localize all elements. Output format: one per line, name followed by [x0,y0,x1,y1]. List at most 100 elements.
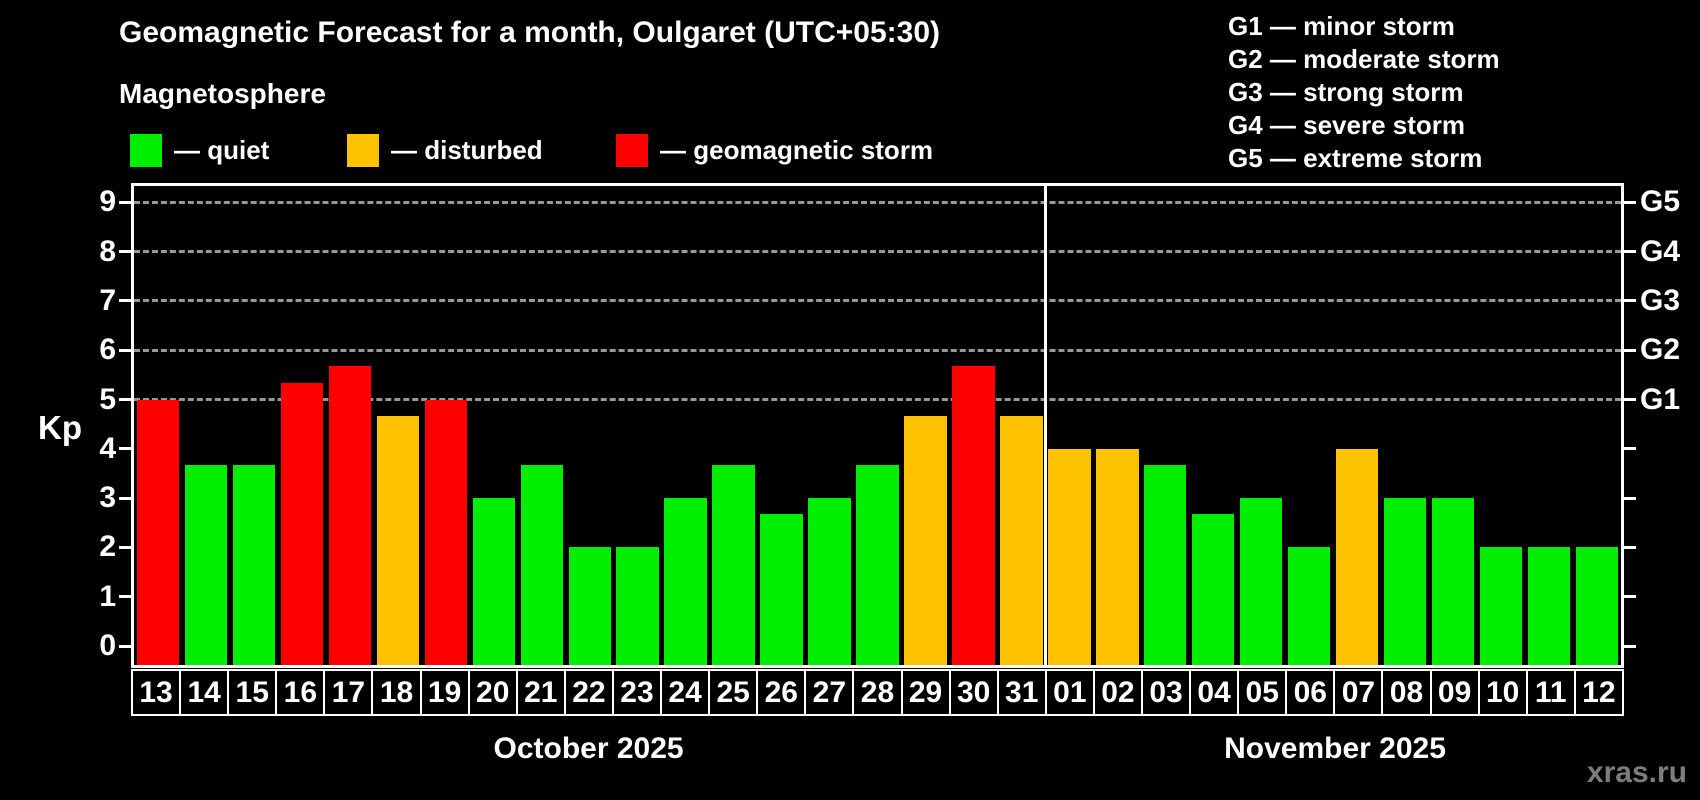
kp-bar-day-11 [1527,547,1571,665]
day-label-21: 21 [515,669,566,716]
kp-bar-day-24 [664,498,707,665]
right-axis-label-g1: G1 [1640,382,1681,416]
y-axis-label-7: 7 [99,283,116,317]
kp-bar-day-19 [424,399,467,665]
kp-bar-day-05 [1240,498,1283,665]
month-label-october: October 2025 [493,732,684,765]
day-label-17: 17 [323,669,374,716]
kp-bar-day-09 [1431,498,1475,665]
day-label-15: 15 [227,669,278,716]
legend-item-label: — quiet [174,134,270,165]
kp-bar-day-17 [328,366,372,665]
y-axis-label-8: 8 [99,234,116,268]
kp-bar-day-06 [1288,547,1331,665]
kp-bar-day-28 [856,465,899,665]
left-axis-tick-9 [119,200,131,204]
y-axis-label-6: 6 [99,333,116,367]
month-label-november: November 2025 [1224,732,1446,765]
day-label-02: 02 [1092,669,1143,716]
day-label-09: 09 [1429,669,1480,716]
kp-bar-day-15 [232,465,276,665]
legend-item-disturbed: — disturbed [347,133,543,167]
kp-bar-day-18 [376,415,419,665]
kp-bar-day-13 [136,399,180,665]
day-label-26: 26 [756,669,807,716]
right-axis-tick-7 [1624,299,1636,303]
g-legend-line: G1 — minor storm [1228,11,1455,41]
gridline-kp7 [134,299,1621,303]
kp-bar-day-27 [808,498,851,665]
day-label-28: 28 [852,669,903,716]
day-label-01: 01 [1044,669,1095,716]
g-scale-legend: G1 — minor storm G2 — moderate storm G3 — … [1228,10,1500,175]
g-legend-line: G4 — severe storm [1228,110,1466,140]
right-axis-tick-8 [1624,250,1636,254]
y-axis-label-0: 0 [99,629,116,662]
kp-bar-day-21 [520,465,563,665]
day-label-27: 27 [804,669,855,716]
kp-bar-day-03 [1144,465,1187,665]
day-label-14: 14 [179,669,230,716]
day-label-30: 30 [948,669,999,716]
right-axis-label-g2: G2 [1640,333,1681,367]
kp-bar-day-02 [1096,448,1139,665]
right-axis-label-g4: G4 [1640,234,1681,268]
chart-title: Geomagnetic Forecast for a month, Oulgar… [119,16,941,49]
g-legend-line: G2 — moderate storm [1228,44,1500,74]
day-label-19: 19 [419,669,470,716]
day-label-29: 29 [900,669,951,716]
right-axis-tick-1 [1624,595,1636,599]
month-separator [1043,186,1047,665]
day-label-03: 03 [1140,669,1192,716]
kp-bar-day-04 [1192,514,1235,665]
day-label-16: 16 [275,669,326,716]
right-axis-label-g3: G3 [1640,283,1681,317]
gridline-kp5 [134,398,1621,401]
legend-swatch-disturbed-icon [347,133,379,167]
kp-bar-day-14 [184,465,228,665]
gridline-kp9 [134,200,1621,204]
right-axis-tick-4 [1624,447,1636,451]
kp-bar-day-23 [616,547,659,665]
kp-bar-day-16 [280,383,324,665]
y-axis-label-4: 4 [99,431,116,465]
kp-bar-day-08 [1383,498,1427,665]
g-legend-line: G5 — extreme storm [1228,143,1483,173]
kp-bar-chart-plot-area [131,183,1624,668]
watermark: xras.ru [1586,756,1687,789]
day-label-25: 25 [708,669,759,716]
gridline-kp6 [134,348,1621,352]
kp-bar-day-29 [904,415,947,665]
kp-bar-day-30 [952,366,995,665]
day-label-04: 04 [1189,669,1240,716]
day-label-13: 13 [131,669,182,716]
legend-item-quiet: — quiet [130,133,269,167]
kp-bar-day-10 [1479,547,1523,665]
left-axis-tick-7 [119,299,131,303]
day-label-07: 07 [1333,669,1384,716]
chart-subtitle: Magnetosphere [119,78,326,109]
left-axis-tick-3 [119,496,131,500]
day-label-row: 13 14 15 16 17 18 19 20 21 22 23 24 25 26 27 28 29 30 31 01… [131,669,1624,716]
left-axis-tick-1 [119,595,131,599]
right-axis-label-g5: G5 [1640,185,1681,219]
right-axis-tick-3 [1624,496,1636,500]
kp-bar-day-12 [1575,547,1619,665]
kp-bar-day-01 [1048,448,1091,665]
gridline-kp8 [134,250,1621,254]
day-label-23: 23 [611,669,663,716]
y-axis-label-3: 3 [99,481,116,515]
day-label-20: 20 [467,669,518,716]
g-legend-line: G3 — strong storm [1228,77,1464,107]
kp-bar-day-20 [472,498,515,665]
kp-bar-day-22 [568,547,611,665]
right-axis-tick-9 [1624,200,1636,204]
left-axis-tick-6 [119,348,131,352]
day-label-24: 24 [660,669,711,716]
kp-bar-day-26 [760,514,803,665]
left-axis-tick-8 [119,250,131,254]
legend-swatch-quiet-icon [130,133,162,167]
left-axis-tick-5 [119,398,131,401]
kp-bar-day-25 [712,465,755,665]
day-label-06: 06 [1285,669,1336,716]
